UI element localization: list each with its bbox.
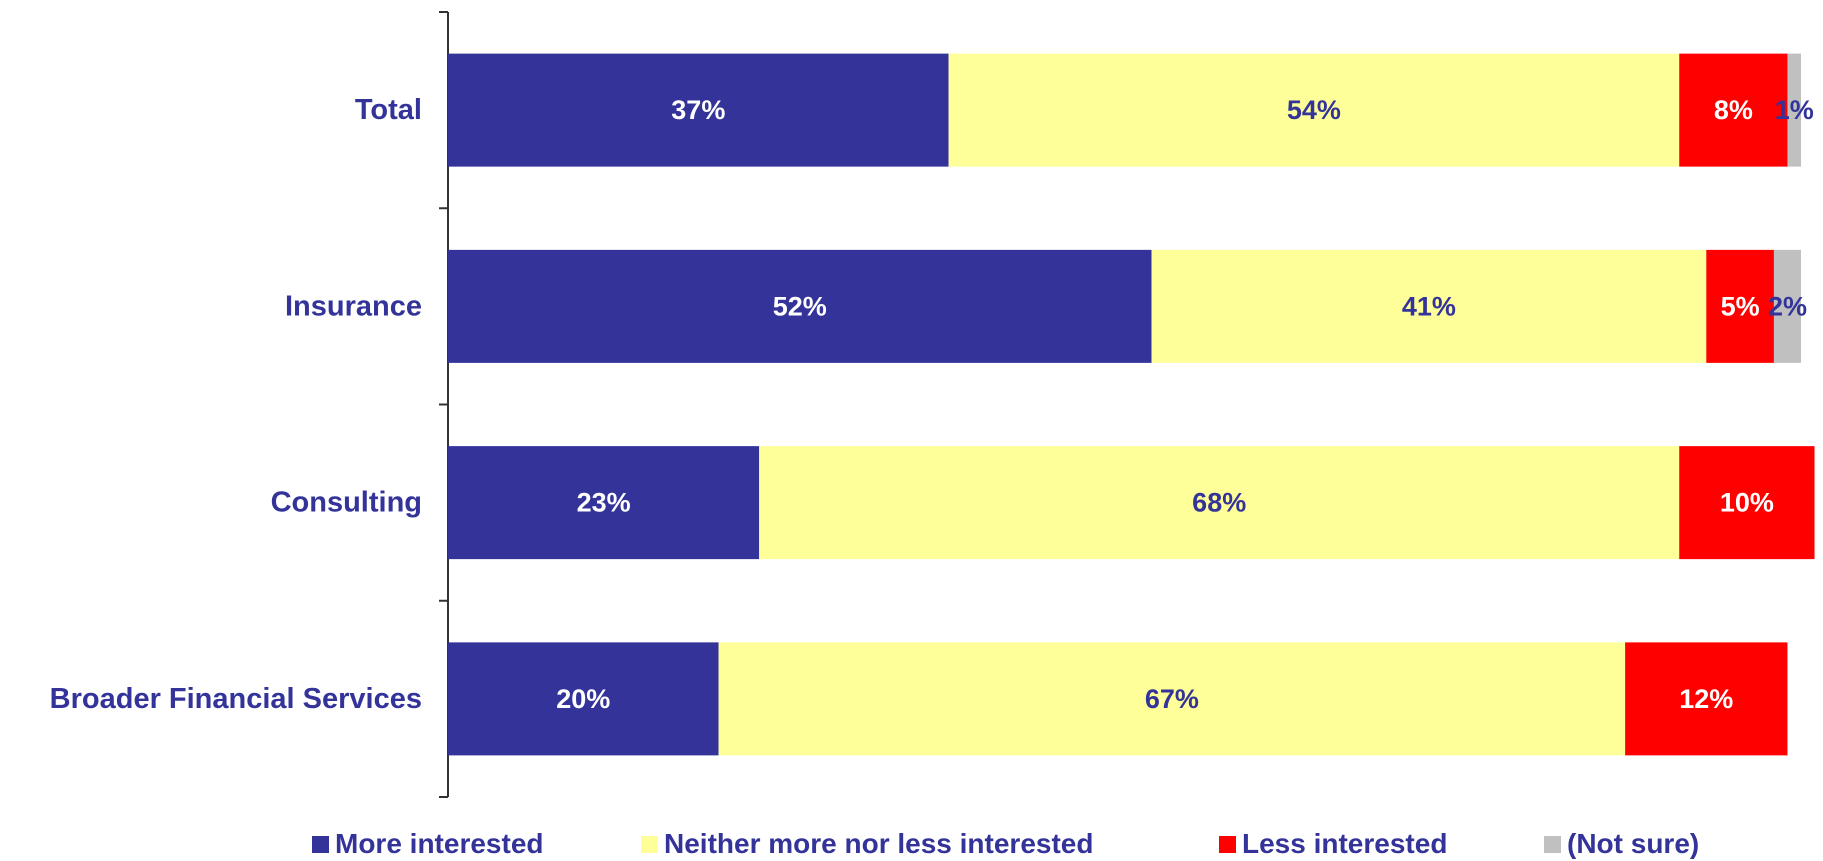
legend-item-neither: Neither more nor less interested (641, 828, 1093, 860)
bar-more-interested-insurance (448, 249, 1152, 363)
legend: More interested Neither more nor less in… (0, 828, 1823, 860)
bar-neither-more-nor-less-interested-total (948, 53, 1680, 167)
legend-label: Neither more nor less interested (664, 828, 1094, 859)
bar-less-interested-broader-financial-services (1625, 642, 1788, 756)
bar-not-sure-total (1787, 53, 1801, 167)
bar-less-interested-consulting (1679, 446, 1815, 560)
bar-more-interested-consulting (448, 446, 760, 560)
legend-swatch (1219, 835, 1236, 853)
category-label-broader-financial-services: Broader Financial Services (50, 683, 422, 715)
category-label-total: Total (355, 94, 422, 126)
legend-label: More interested (335, 828, 544, 859)
bar-not-sure-insurance (1773, 249, 1801, 363)
data-label-more-interested-consulting: 23% (577, 488, 631, 518)
bar-less-interested-insurance (1706, 249, 1774, 363)
data-label-not-sure-insurance: 2% (1768, 291, 1807, 321)
bar-more-interested-broader-financial-services (448, 642, 719, 756)
bar-less-interested-total (1679, 53, 1788, 167)
category-label-insurance: Insurance (285, 290, 422, 322)
data-label-neither-more-nor-less-interested-broader-financial-services: 67% (1145, 684, 1199, 714)
legend-swatch (312, 835, 329, 853)
legend-swatch (641, 835, 658, 853)
data-label-neither-more-nor-less-interested-insurance: 41% (1402, 291, 1456, 321)
data-label-neither-more-nor-less-interested-total: 54% (1287, 95, 1341, 125)
bar-neither-more-nor-less-interested-consulting (759, 446, 1680, 560)
data-label-less-interested-total: 8% (1714, 95, 1753, 125)
data-label-not-sure-total: 1% (1775, 95, 1814, 125)
bar-neither-more-nor-less-interested-broader-financial-services (718, 642, 1626, 756)
legend-label: (Not sure) (1567, 828, 1700, 859)
data-label-neither-more-nor-less-interested-consulting: 68% (1192, 488, 1246, 518)
data-label-less-interested-insurance: 5% (1721, 291, 1760, 321)
data-label-less-interested-consulting: 10% (1720, 488, 1774, 518)
data-label-less-interested-broader-financial-services: 12% (1679, 684, 1733, 714)
legend-item-more-interested: More interested (312, 828, 544, 860)
bar-more-interested-total (448, 53, 949, 167)
data-label-more-interested-broader-financial-services: 20% (556, 684, 610, 714)
data-label-more-interested-total: 37% (671, 95, 725, 125)
bar-neither-more-nor-less-interested-insurance (1151, 249, 1707, 363)
category-label-consulting: Consulting (271, 487, 422, 519)
data-label-more-interested-insurance: 52% (773, 291, 827, 321)
legend-label: Less interested (1242, 828, 1448, 859)
legend-item-less-interested: Less interested (1219, 828, 1447, 860)
legend-item-not-sure: (Not sure) (1544, 828, 1699, 860)
legend-swatch (1544, 835, 1561, 853)
